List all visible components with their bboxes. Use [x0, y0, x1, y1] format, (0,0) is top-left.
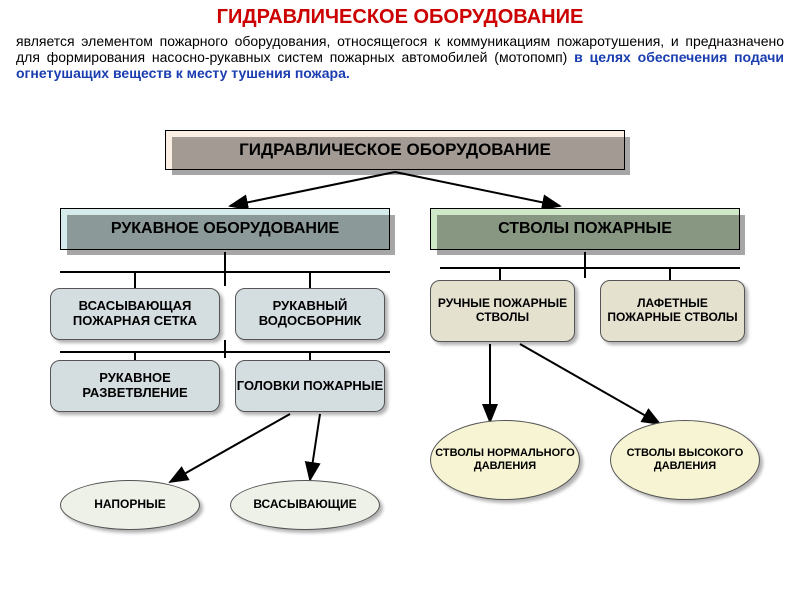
node-e1: НАПОРНЫЕ: [60, 480, 200, 530]
description: является элементом пожарного оборудовани…: [0, 29, 800, 89]
node-e3: СТВОЛЫ НОРМАЛЬНОГО ДАВЛЕНИЯ: [430, 420, 580, 500]
node-e2: ВСАСЫВАЮЩИЕ: [230, 480, 380, 530]
node-l1: ВСАСЫВАЮЩАЯ ПОЖАРНАЯ СЕТКА: [50, 288, 220, 340]
node-r1: РУЧНЫЕ ПОЖАРНЫЕ СТВОЛЫ: [430, 280, 575, 342]
node-l4: ГОЛОВКИ ПОЖАРНЫЕ: [235, 360, 385, 412]
node-l2-label: РУКАВНЫЙ ВОДОСБОРНИК: [236, 299, 384, 329]
node-e4: СТВОЛЫ ВЫСОКОГО ДАВЛЕНИЯ: [610, 420, 760, 500]
node-e3-label: СТВОЛЫ НОРМАЛЬНОГО ДАВЛЕНИЯ: [431, 447, 579, 472]
node-r1-label: РУЧНЫЕ ПОЖАРНЫЕ СТВОЛЫ: [431, 297, 574, 325]
node-r2: ЛАФЕТНЫЕ ПОЖАРНЫЕ СТВОЛЫ: [600, 280, 745, 342]
node-left-label: РУКАВНОЕ ОБОРУДОВАНИЕ: [111, 220, 339, 238]
node-l1-label: ВСАСЫВАЮЩАЯ ПОЖАРНАЯ СЕТКА: [51, 299, 219, 329]
main-title: ГИДРАВЛИЧЕСКОЕ ОБОРУДОВАНИЕ: [0, 0, 800, 29]
node-e1-label: НАПОРНЫЕ: [94, 498, 166, 512]
node-e2-label: ВСАСЫВАЮЩИЕ: [253, 498, 356, 512]
node-e4-label: СТВОЛЫ ВЫСОКОГО ДАВЛЕНИЯ: [611, 447, 759, 472]
node-l3-label: РУКАВНОЕ РАЗВЕТВЛЕНИЕ: [51, 371, 219, 401]
node-right-label: СТВОЛЫ ПОЖАРНЫЕ: [498, 220, 672, 238]
node-root: ГИДРАВЛИЧЕСКОЕ ОБОРУДОВАНИЕ: [165, 130, 625, 170]
node-left-branch: РУКАВНОЕ ОБОРУДОВАНИЕ: [60, 208, 390, 250]
node-l4-label: ГОЛОВКИ ПОЖАРНЫЕ: [237, 379, 383, 394]
node-l2: РУКАВНЫЙ ВОДОСБОРНИК: [235, 288, 385, 340]
node-l3: РУКАВНОЕ РАЗВЕТВЛЕНИЕ: [50, 360, 220, 412]
node-right-branch: СТВОЛЫ ПОЖАРНЫЕ: [430, 208, 740, 250]
node-r2-label: ЛАФЕТНЫЕ ПОЖАРНЫЕ СТВОЛЫ: [601, 297, 744, 325]
node-root-label: ГИДРАВЛИЧЕСКОЕ ОБОРУДОВАНИЕ: [239, 140, 551, 160]
